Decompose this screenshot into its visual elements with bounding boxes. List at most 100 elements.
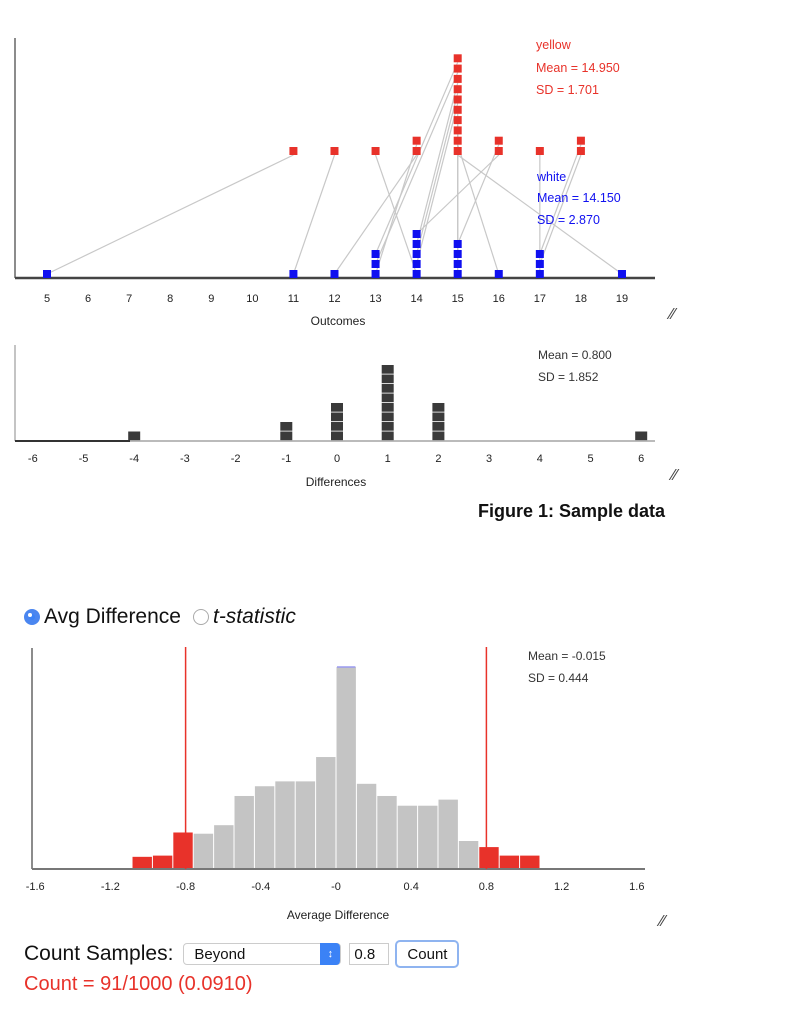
yellow-point — [494, 136, 503, 145]
yellow-point — [453, 85, 462, 94]
yellow-point — [453, 95, 462, 104]
white-sd: SD = 2.870 — [537, 213, 600, 227]
legend-yellow: yellow — [536, 38, 572, 52]
yellow-point — [453, 116, 462, 125]
pair-line — [333, 154, 418, 275]
x-tick-label: 8 — [167, 293, 173, 305]
yellow-mean: Mean = 14.950 — [536, 61, 620, 75]
x-tick-label: -1.2 — [101, 881, 120, 893]
difference-point — [381, 365, 394, 374]
difference-point — [280, 431, 293, 441]
x-tick-label: 1.6 — [629, 881, 644, 893]
difference-point — [635, 431, 648, 441]
white-point — [453, 270, 462, 278]
pair-line — [292, 154, 336, 275]
x-tick-label: -0 — [331, 881, 341, 893]
yellow-point — [453, 105, 462, 114]
x-tick-label: 5 — [587, 453, 593, 465]
select-value: Beyond — [194, 945, 246, 963]
x-tick-label: 18 — [575, 293, 587, 305]
white-point — [535, 250, 544, 258]
x-tick-label: -3 — [180, 453, 190, 465]
pair-line — [374, 154, 418, 275]
x-tick-label: 5 — [44, 293, 50, 305]
difference-point — [280, 422, 293, 431]
yellow-point — [289, 147, 298, 155]
white-point — [617, 270, 626, 278]
white-mean: Mean = 14.150 — [537, 191, 621, 205]
white-point — [453, 240, 462, 248]
white-point — [494, 270, 503, 278]
x-tick-label: 6 — [85, 293, 91, 305]
resize-handle-icon[interactable]: ∕∕ — [670, 306, 676, 323]
difference-point — [381, 403, 394, 412]
histogram-bar — [336, 666, 356, 869]
radio-t-statistic[interactable] — [192, 609, 209, 625]
pair-line — [457, 144, 500, 275]
resize-handle-icon[interactable]: ∕∕ — [660, 913, 666, 930]
yellow-point — [535, 147, 544, 155]
yellow-point — [371, 147, 380, 155]
white-point — [412, 270, 421, 278]
count-button[interactable]: Count — [395, 940, 460, 968]
difference-point — [381, 393, 394, 403]
tail-bar — [152, 855, 173, 869]
histogram-bar — [295, 781, 316, 869]
count-mode-select[interactable]: Beyond ↕ — [183, 943, 342, 965]
x-tick-label: 0.8 — [479, 881, 494, 893]
difference-point — [432, 431, 445, 441]
histogram-bar — [397, 805, 418, 869]
white-point — [412, 240, 421, 248]
count-samples-label: Count Samples: — [24, 942, 174, 965]
x-tick-label: 16 — [493, 293, 505, 305]
x-tick-label: 14 — [411, 293, 423, 305]
radio-avg-difference[interactable] — [24, 609, 40, 625]
tail-bar — [520, 855, 540, 869]
x-tick-label: 1 — [385, 453, 391, 465]
sd-label: SD = 0.444 — [528, 671, 589, 685]
difference-point — [381, 384, 394, 393]
x-tick-label: -2 — [231, 453, 241, 465]
select-chevron-icon: ↕ — [320, 943, 341, 965]
white-point — [412, 260, 421, 268]
x-tick-label: -0.4 — [251, 881, 270, 893]
x-tick-label: -1 — [281, 453, 291, 465]
histogram-bar — [275, 781, 295, 869]
difference-point — [331, 422, 343, 431]
yellow-point — [330, 147, 339, 155]
x-tick-label: 11 — [288, 293, 299, 305]
threshold-input[interactable]: 0.8 — [349, 943, 390, 965]
figure-caption: Figure 1: Sample data — [478, 501, 666, 521]
histogram-bar — [254, 786, 275, 869]
outcomes-chart: 5 6 7 8 9 10 11 12 13 14 15 16 17 18 19 Outcomes yellow M… — [14, 38, 655, 328]
difference-point — [381, 422, 394, 431]
x-axis-label: Differences — [306, 475, 366, 489]
mean-label: Mean = -0.015 — [528, 649, 606, 663]
white-point — [289, 270, 298, 278]
histogram-bar — [316, 757, 336, 869]
x-tick-label: 12 — [328, 293, 340, 305]
tail-bar — [132, 856, 152, 869]
white-point — [535, 260, 544, 268]
radio-label-t-statistic[interactable]: t-statistic — [212, 605, 296, 628]
pair-line — [457, 144, 500, 245]
x-tick-label: 0 — [334, 453, 340, 465]
histogram-bar — [458, 841, 479, 869]
yellow-point — [453, 126, 462, 135]
mode-radio-group: Avg Difference t-statistic — [24, 605, 296, 629]
pair-line — [46, 154, 294, 275]
white-point — [412, 230, 421, 238]
white-point — [453, 260, 462, 268]
difference-point — [432, 412, 445, 422]
x-tick-label: -6 — [28, 453, 38, 465]
x-tick-label: -1.6 — [26, 881, 45, 893]
histogram-bar — [234, 795, 254, 869]
resize-handle-icon[interactable]: ∕∕ — [672, 467, 678, 484]
x-tick-label: 1.2 — [554, 881, 569, 893]
x-tick-label: 0.4 — [404, 881, 419, 893]
radio-label-avg-difference[interactable]: Avg Difference — [44, 605, 181, 628]
white-point — [371, 270, 380, 278]
difference-point — [381, 412, 394, 422]
yellow-point — [576, 147, 585, 155]
x-tick-label: -5 — [79, 453, 89, 465]
